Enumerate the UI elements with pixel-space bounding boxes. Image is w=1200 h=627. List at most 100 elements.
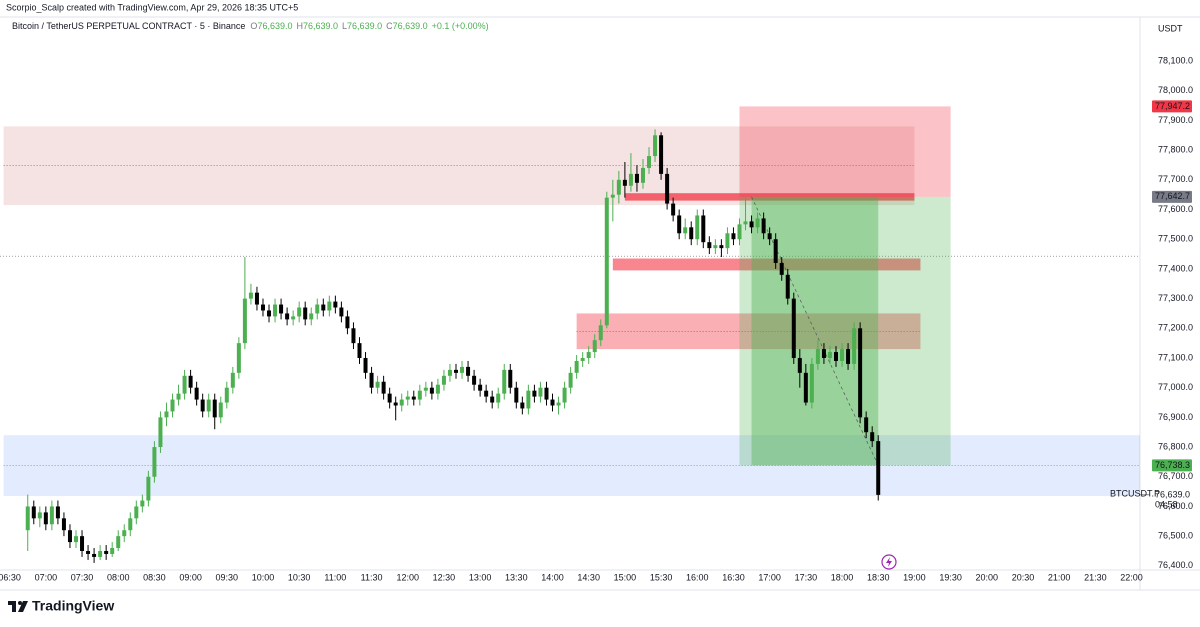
y-tick-label: 77,200.0 <box>1158 323 1193 333</box>
candle-body <box>568 372 573 388</box>
y-tick-label: 76,600.0 <box>1158 501 1193 511</box>
candle-body <box>315 304 320 314</box>
x-tick-label: 10:30 <box>288 572 311 582</box>
candle-body <box>610 194 615 198</box>
candle-body <box>574 360 579 373</box>
candle-body <box>98 550 103 557</box>
candle-body <box>55 506 60 519</box>
price-badge-label: 76,738.3 <box>1155 460 1190 470</box>
candle-body <box>701 215 706 243</box>
symbol-tag: BTCUSDT.P <box>1110 488 1160 498</box>
x-tick-label: 15:00 <box>614 572 637 582</box>
candle-body <box>484 390 489 397</box>
price-zone <box>612 258 921 271</box>
candle-body <box>152 447 157 477</box>
candle-body <box>737 224 742 240</box>
y-tick-label: 77,300.0 <box>1158 293 1193 303</box>
candle-body <box>254 292 259 305</box>
logo-mark <box>8 601 16 612</box>
y-tick-label: 78,100.0 <box>1158 55 1193 65</box>
candle-body <box>31 506 36 519</box>
candle-body <box>870 432 875 442</box>
y-tick-label: 77,400.0 <box>1158 263 1193 273</box>
candle-body <box>248 292 253 299</box>
candle-body <box>411 396 416 400</box>
x-tick-label: 17:30 <box>795 572 818 582</box>
candle-body <box>580 357 585 361</box>
candle-body <box>478 384 483 391</box>
candle-body <box>423 387 428 391</box>
candle-body <box>520 402 525 409</box>
candle-body <box>821 349 826 358</box>
candle-body <box>327 301 332 311</box>
candle-body <box>665 173 670 204</box>
y-tick-label: 77,100.0 <box>1158 352 1193 362</box>
price-zone <box>624 193 915 201</box>
candle-body <box>827 352 832 358</box>
candle-body <box>604 197 609 326</box>
candle-body <box>447 369 452 376</box>
x-tick-label: 19:30 <box>939 572 962 582</box>
candle-body <box>200 399 205 412</box>
candle-body <box>339 307 344 317</box>
candle-body <box>864 417 869 433</box>
legend-label: O <box>250 21 257 31</box>
y-tick-label: 76,500.0 <box>1158 531 1193 541</box>
candle-body <box>122 530 127 537</box>
x-tick-label: 13:00 <box>469 572 492 582</box>
candle-body <box>454 369 458 373</box>
candle-body <box>695 215 700 240</box>
chart-title: Bitcoin / TetherUS PERPETUAL CONTRACT · … <box>12 21 245 31</box>
y-tick-label: 76,400.0 <box>1158 560 1193 570</box>
candle-body <box>194 387 199 400</box>
brand-logo: TradingView <box>8 598 114 614</box>
candle-body <box>146 476 151 501</box>
candle-body <box>809 363 814 403</box>
candle-body <box>212 399 217 418</box>
x-tick-label: 21:00 <box>1048 572 1071 582</box>
alert-icon[interactable] <box>881 554 897 570</box>
logo-mark <box>18 601 28 612</box>
candle-body <box>236 343 241 373</box>
x-tick-label: 11:00 <box>324 572 346 582</box>
candle-body <box>472 375 477 385</box>
candle-body <box>182 375 187 394</box>
candle-body <box>309 313 314 320</box>
x-tick-label: 08:00 <box>107 572 130 582</box>
candle-body <box>858 328 863 418</box>
candle-body <box>164 411 169 418</box>
x-tick-label: 15:30 <box>650 572 673 582</box>
candle-body <box>429 387 434 394</box>
candle-body <box>496 393 501 403</box>
candle-body <box>37 512 42 519</box>
candle-body <box>279 304 284 314</box>
candle-body <box>405 396 410 400</box>
candle-body <box>104 550 109 554</box>
y-tick-label: 77,800.0 <box>1158 145 1193 155</box>
x-tick-label: 17:00 <box>758 572 781 582</box>
y-tick-label: 76,900.0 <box>1158 412 1193 422</box>
candle-body <box>224 387 229 403</box>
y-tick-label: 77,900.0 <box>1158 115 1193 125</box>
price-badge <box>1152 100 1192 113</box>
candle-body <box>116 536 121 549</box>
candle-body <box>321 304 326 311</box>
x-tick-label: 18:30 <box>867 572 890 582</box>
candle-body <box>110 548 115 554</box>
legend-value: 76,639.0 <box>347 21 382 31</box>
x-tick-label: 16:00 <box>686 572 709 582</box>
candle-body <box>707 242 712 249</box>
candle-body <box>363 357 368 373</box>
price-badge <box>1152 459 1192 472</box>
x-tick-label: 08:30 <box>143 572 166 582</box>
logo-dot <box>18 601 22 605</box>
currency-label: USDT <box>1158 23 1183 33</box>
candle-body <box>731 233 736 240</box>
candle-body <box>86 550 91 554</box>
plot-area <box>0 106 1140 563</box>
candle-body <box>466 366 471 376</box>
y-tick-label: 76,700.0 <box>1158 471 1193 481</box>
candle-body <box>689 227 694 240</box>
candle-body <box>538 387 543 397</box>
